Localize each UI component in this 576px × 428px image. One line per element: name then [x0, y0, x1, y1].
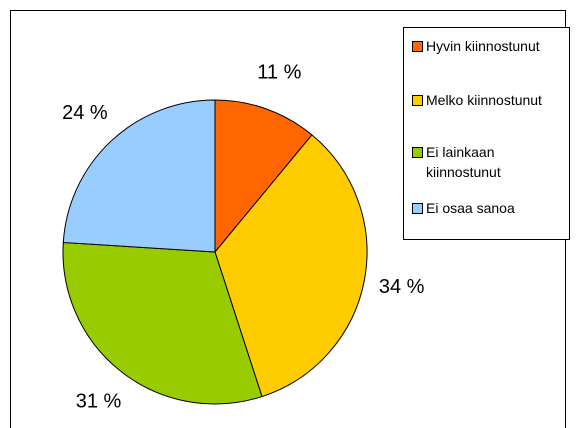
pie-slice — [214, 99, 313, 254]
legend-swatch — [412, 41, 423, 52]
pie-slice — [62, 241, 263, 405]
legend-label: Hyvin kiinnostunut — [426, 38, 540, 54]
data-label: 24 % — [62, 102, 108, 124]
legend-label: Ei osaa sanoa — [426, 200, 515, 216]
legend-item: Melko kiinnostunut — [412, 90, 564, 110]
legend-item: Ei osaa sanoa — [412, 198, 564, 218]
legend-label: Ei lainkaan kiinnostunut — [426, 144, 501, 180]
legend-swatch — [412, 147, 423, 158]
data-label: 11 % — [257, 62, 301, 84]
pie-slice — [62, 99, 216, 253]
legend-item: Ei lainkaan kiinnostunut — [412, 142, 564, 182]
legend-swatch — [412, 95, 423, 106]
legend-label: Melko kiinnostunut — [426, 92, 542, 108]
legend-swatch — [412, 203, 423, 214]
data-label: 34 % — [379, 276, 425, 298]
pie-slice — [214, 134, 368, 398]
legend-item: Hyvin kiinnostunut — [412, 36, 564, 56]
data-label: 31 % — [76, 390, 122, 412]
legend: Hyvin kiinnostunut Melko kiinnostunut Ei l… — [403, 27, 570, 240]
